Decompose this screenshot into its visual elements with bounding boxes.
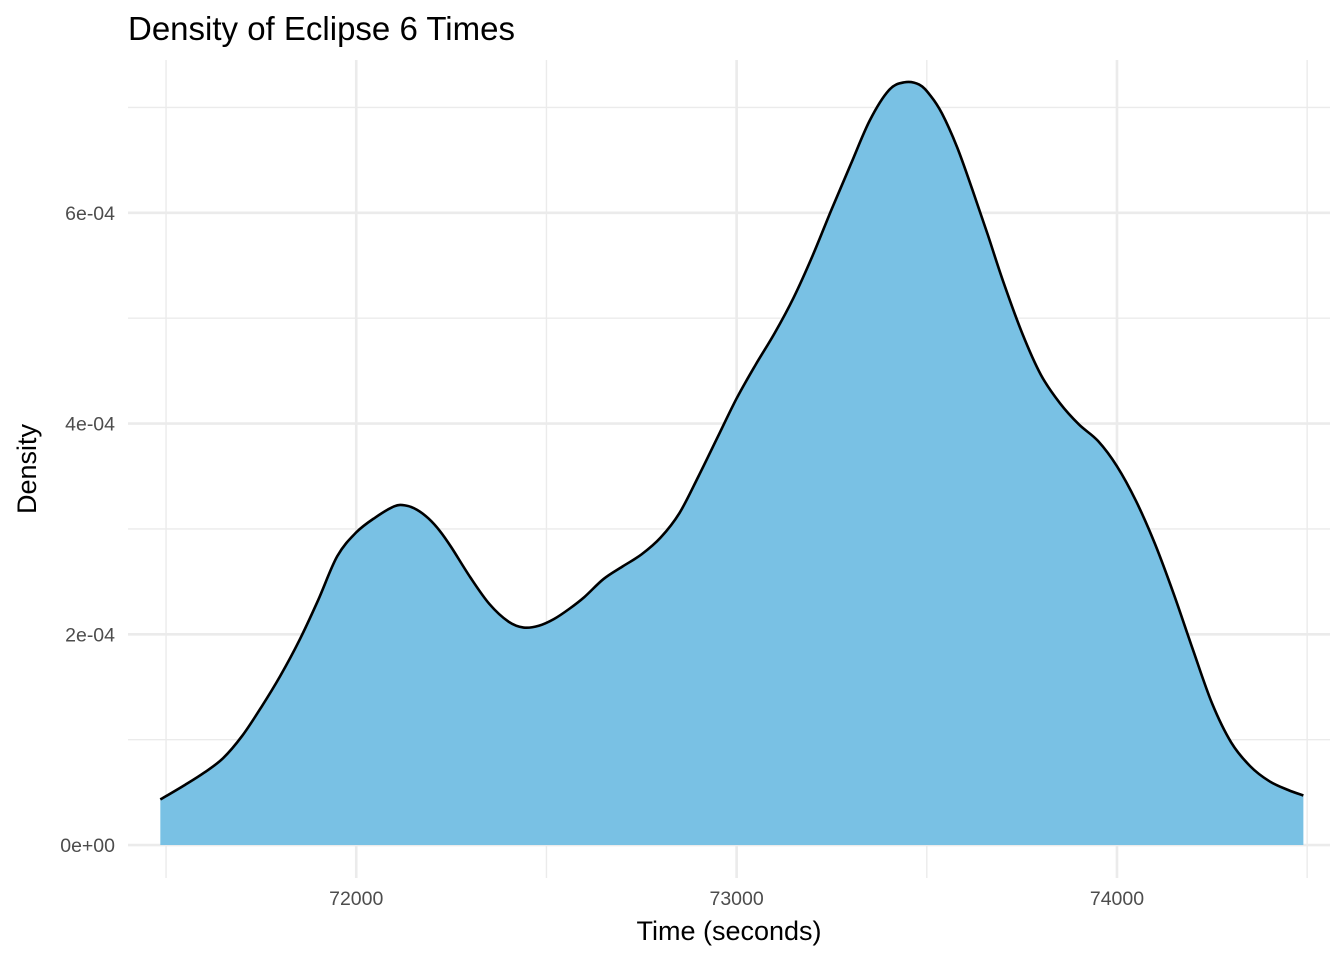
y-tick-label: 0e+00	[60, 835, 115, 857]
x-tick-label: 73000	[709, 888, 763, 910]
y-tick-label: 6e-04	[65, 203, 115, 225]
density-fill	[160, 81, 1304, 846]
x-tick-label: 74000	[1090, 888, 1144, 910]
chart-title: Density of Eclipse 6 Times	[128, 10, 515, 47]
y-tick-label: 4e-04	[65, 414, 115, 436]
y-axis-title: Density	[12, 423, 42, 514]
x-tick-label: 72000	[329, 888, 383, 910]
y-tick-label: 2e-04	[65, 624, 115, 646]
tick-labels: 72000 73000 74000 0e+00 2e-04 4e-04 6e-04	[60, 203, 1144, 910]
density-curve	[159, 80, 1304, 801]
density-area-layer	[159, 80, 1304, 846]
x-axis-title: Time (seconds)	[636, 916, 821, 946]
